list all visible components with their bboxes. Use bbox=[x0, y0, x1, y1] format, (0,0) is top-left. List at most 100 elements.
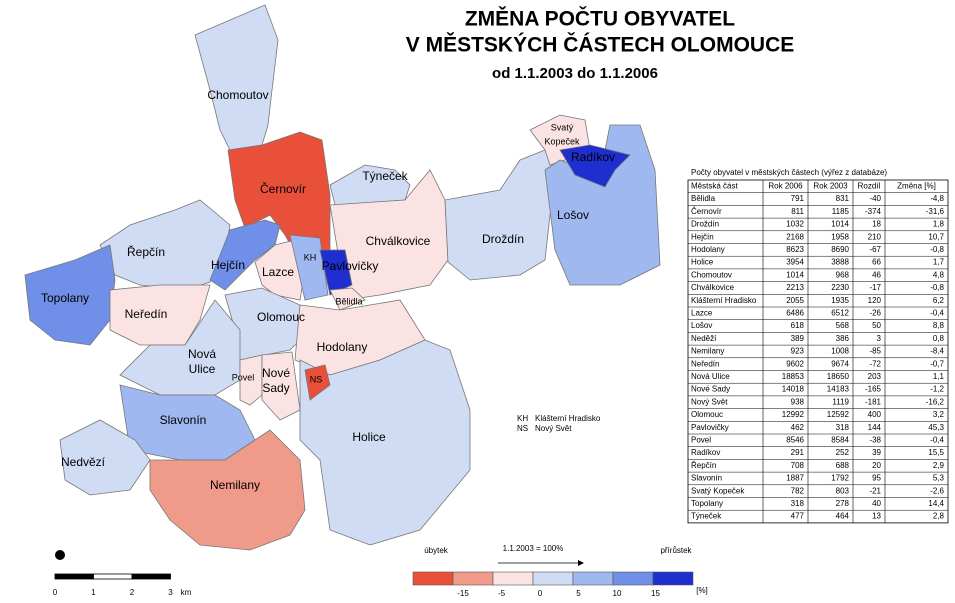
abbr-name: Nový Svět bbox=[535, 424, 572, 433]
cell: 18650 bbox=[827, 372, 850, 381]
abbr-name: Klášterní Hradisko bbox=[535, 414, 601, 423]
legend-tick: 15 bbox=[651, 589, 660, 598]
cell: 923 bbox=[791, 347, 805, 356]
cell: -0,8 bbox=[930, 245, 944, 254]
district bbox=[149, 429, 306, 551]
cell: -72 bbox=[869, 359, 881, 368]
district-label: Topolany bbox=[41, 291, 89, 305]
cell: 1935 bbox=[831, 296, 849, 305]
cell: 6512 bbox=[831, 308, 849, 317]
district-label: Radíkov bbox=[571, 150, 615, 164]
cell: Topolany bbox=[691, 499, 723, 508]
table-title: Počty obyvatel v městských částech (výře… bbox=[691, 168, 887, 177]
cell: Povel bbox=[691, 435, 711, 444]
abbr-code: NS bbox=[517, 424, 528, 433]
scale-segment bbox=[131, 573, 171, 580]
legend-tick: 0 bbox=[538, 589, 543, 598]
cell: -2,6 bbox=[930, 486, 944, 495]
cell: 568 bbox=[836, 321, 850, 330]
cell: 39 bbox=[872, 448, 881, 457]
cell: 831 bbox=[836, 194, 850, 203]
cell: 291 bbox=[791, 448, 805, 457]
cell: Neředín bbox=[691, 359, 719, 368]
cell: 120 bbox=[868, 296, 882, 305]
district-label: Černovír bbox=[260, 181, 306, 196]
cell: -40 bbox=[869, 194, 881, 203]
scale-tick: 1 bbox=[91, 588, 96, 597]
abbr-code: KH bbox=[517, 414, 528, 423]
district bbox=[444, 149, 561, 281]
district-label: Týneček bbox=[362, 169, 408, 183]
scale-tick: 0 bbox=[53, 588, 58, 597]
cell: 50 bbox=[872, 321, 881, 330]
district-label: Neředín bbox=[125, 307, 168, 321]
district-label: Nedvězí bbox=[61, 455, 106, 469]
cell: 66 bbox=[872, 258, 881, 267]
title: ZMĚNA POČTU OBYVATEL bbox=[465, 7, 735, 31]
col-header: Rok 2003 bbox=[813, 181, 848, 190]
cell: Radíkov bbox=[691, 448, 720, 457]
cell: 46 bbox=[872, 270, 881, 279]
cell: 1008 bbox=[831, 347, 849, 356]
cell: 938 bbox=[791, 397, 805, 406]
cell: 708 bbox=[791, 461, 805, 470]
district-label: Olomouc bbox=[257, 310, 305, 324]
legend-arrowhead bbox=[578, 560, 584, 566]
cell: -374 bbox=[865, 207, 882, 216]
cell: 318 bbox=[791, 499, 805, 508]
cell: -181 bbox=[865, 397, 882, 406]
district-label: Lošov bbox=[557, 208, 589, 222]
cell: 318 bbox=[836, 423, 850, 432]
cell: 1958 bbox=[831, 232, 849, 241]
cell: 4,8 bbox=[933, 270, 945, 279]
cell: 2055 bbox=[786, 296, 804, 305]
cell: Lazce bbox=[691, 308, 713, 317]
col-header: Městská část bbox=[691, 181, 738, 190]
cell: Chválkovice bbox=[691, 283, 735, 292]
cell: 144 bbox=[868, 423, 882, 432]
district-label: Bělidla bbox=[335, 296, 362, 306]
district bbox=[59, 419, 151, 496]
cell: -67 bbox=[869, 245, 881, 254]
cell: 1792 bbox=[831, 474, 849, 483]
cell: 8,8 bbox=[933, 321, 945, 330]
cell: 1,7 bbox=[933, 258, 945, 267]
cell: 14183 bbox=[827, 385, 850, 394]
cell: 8546 bbox=[786, 435, 804, 444]
district bbox=[261, 351, 301, 421]
cell: Pavlovičky bbox=[691, 423, 729, 432]
legend-base: 1.1.2003 = 100% bbox=[503, 544, 564, 553]
north-symbol bbox=[55, 550, 65, 560]
scale-unit: km bbox=[181, 588, 192, 597]
cell: Týneček bbox=[691, 512, 722, 521]
district-label: Nová bbox=[188, 347, 216, 361]
cell: 1,1 bbox=[933, 372, 945, 381]
district-label: Nemilany bbox=[210, 478, 260, 492]
cell: 18 bbox=[872, 220, 881, 229]
cell: 6,2 bbox=[933, 296, 945, 305]
cell: 5,3 bbox=[933, 474, 945, 483]
table: Počty obyvatel v městských částech (výře… bbox=[687, 168, 949, 524]
scale-tick: 2 bbox=[130, 588, 135, 597]
cell: Řepčín bbox=[691, 461, 716, 470]
cell: 12992 bbox=[782, 410, 805, 419]
district-label: Nové bbox=[262, 366, 290, 380]
district-label: Sady bbox=[262, 381, 289, 395]
cell: Svatý Kopeček bbox=[691, 486, 745, 495]
cell: 20 bbox=[872, 461, 881, 470]
district bbox=[329, 287, 366, 311]
district bbox=[304, 364, 331, 401]
subtitle: od 1.1.2003 do 1.1.2006 bbox=[492, 65, 658, 82]
cell: 477 bbox=[791, 512, 805, 521]
cell: 12592 bbox=[827, 410, 850, 419]
district-label: Hejčín bbox=[211, 258, 245, 272]
cell: 688 bbox=[836, 461, 850, 470]
cell: 400 bbox=[868, 410, 882, 419]
legend-left: úbytek bbox=[424, 546, 449, 555]
cell: Nová Ulice bbox=[691, 372, 730, 381]
district-label: NS bbox=[310, 374, 323, 384]
cell: Bělidla bbox=[691, 194, 716, 203]
cell: 2213 bbox=[786, 283, 804, 292]
